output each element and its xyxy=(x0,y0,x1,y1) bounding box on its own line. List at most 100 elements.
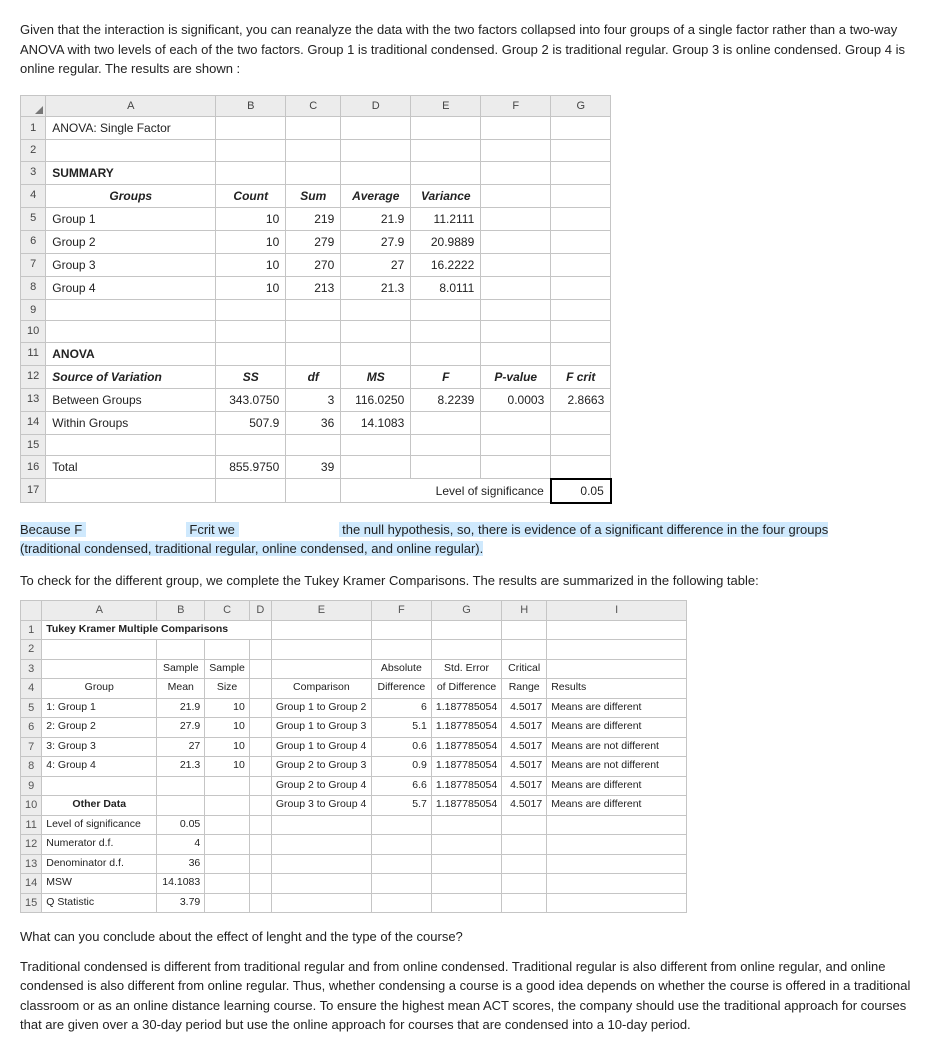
colhdr-d: D xyxy=(341,95,411,117)
cell: 4: Group 4 xyxy=(42,757,157,777)
intro: Given that the interaction is significan… xyxy=(20,20,912,79)
cell: Level of significance xyxy=(341,479,551,503)
tukey-intro: To check for the different group, we com… xyxy=(20,571,912,591)
cell: df xyxy=(286,365,341,388)
cell: Average xyxy=(341,184,411,207)
colhdr: I xyxy=(547,601,687,621)
colhdr-e: E xyxy=(411,95,481,117)
cell: 11.2111 xyxy=(411,207,481,230)
cell: 1.187785054 xyxy=(431,718,501,738)
colhdr: H xyxy=(502,601,547,621)
cell: 20.9889 xyxy=(411,230,481,253)
colhdr: D xyxy=(249,601,271,621)
cell: 10 xyxy=(216,230,286,253)
cell: 4.5017 xyxy=(502,718,547,738)
text: Because F xyxy=(20,522,86,537)
cell: Group 1 to Group 3 xyxy=(271,718,371,738)
cell: 4.5017 xyxy=(502,737,547,757)
cell: Tukey Kramer Multiple Comparisons xyxy=(42,620,272,640)
cell: 10 xyxy=(216,253,286,276)
cell: F crit xyxy=(551,365,611,388)
cell: 10 xyxy=(205,698,250,718)
cell: Means are not different xyxy=(547,757,687,777)
colhdr-f: F xyxy=(481,95,551,117)
cell: 1: Group 1 xyxy=(42,698,157,718)
text: (traditional condensed, traditional regu… xyxy=(20,541,483,556)
cell: 5.7 xyxy=(371,796,431,816)
colhdr: C xyxy=(205,601,250,621)
cell: P-value xyxy=(481,365,551,388)
colhdr: B xyxy=(157,601,205,621)
text: Fcrit we xyxy=(186,522,239,537)
cell: Means are different xyxy=(547,718,687,738)
cell: 0.05 xyxy=(157,815,205,835)
cell: ANOVA xyxy=(46,342,216,365)
cell: 21.9 xyxy=(157,698,205,718)
cell: 14.1083 xyxy=(157,874,205,894)
cell: 8.0111 xyxy=(411,276,481,299)
cell: 36 xyxy=(157,854,205,874)
cell: F xyxy=(411,365,481,388)
cell: 507.9 xyxy=(216,411,286,434)
cell: 10 xyxy=(216,276,286,299)
cell: Group 1 to Group 2 xyxy=(271,698,371,718)
cell: SS xyxy=(216,365,286,388)
colhdr-c: C xyxy=(286,95,341,117)
cell: 3 xyxy=(286,388,341,411)
cell: 21.3 xyxy=(157,757,205,777)
cell: 39 xyxy=(286,456,341,479)
cell: Absolute xyxy=(371,659,431,679)
cell: 10 xyxy=(205,737,250,757)
cell: 855.9750 xyxy=(216,456,286,479)
cell: 1.187785054 xyxy=(431,698,501,718)
cell: 1.187785054 xyxy=(431,776,501,796)
cell: 1.187785054 xyxy=(431,737,501,757)
cell: 213 xyxy=(286,276,341,299)
cell: 5.1 xyxy=(371,718,431,738)
cell: 2.8663 xyxy=(551,388,611,411)
cell: 10 xyxy=(205,718,250,738)
colhdr-b: B xyxy=(216,95,286,117)
colhdr: G xyxy=(431,601,501,621)
cell: 4.5017 xyxy=(502,757,547,777)
cell: Means are different xyxy=(547,698,687,718)
colhdr: E xyxy=(271,601,371,621)
cell: 6.6 xyxy=(371,776,431,796)
tukey-spreadsheet: A B C D E F G H I 1Tukey Kramer Multiple… xyxy=(20,600,687,913)
cell: 36 xyxy=(286,411,341,434)
cell: Mean xyxy=(157,679,205,699)
anova-spreadsheet: A B C D E F G 1ANOVA: Single Factor 2 3S… xyxy=(20,95,612,504)
cell: 3: Group 3 xyxy=(42,737,157,757)
cell: 1.187785054 xyxy=(431,757,501,777)
cell: Group 1 to Group 4 xyxy=(271,737,371,757)
cell: Group 2 to Group 3 xyxy=(271,757,371,777)
cell: 3.79 xyxy=(157,893,205,913)
cell: of Difference xyxy=(431,679,501,699)
cell: SUMMARY xyxy=(46,161,216,184)
cell: Group 3 to Group 4 xyxy=(271,796,371,816)
cell: Group 2 xyxy=(46,230,216,253)
cell: 4.5017 xyxy=(502,776,547,796)
blank-decision[interactable] xyxy=(239,523,339,537)
cell: 2: Group 2 xyxy=(42,718,157,738)
cell: Means are different xyxy=(547,776,687,796)
cell: 0.9 xyxy=(371,757,431,777)
cell: Comparison xyxy=(271,679,371,699)
blank-f[interactable] xyxy=(86,523,186,537)
cell: 27.9 xyxy=(341,230,411,253)
cell: Std. Error xyxy=(431,659,501,679)
cell: Size xyxy=(205,679,250,699)
text: the null hypothesis, so, there is eviden… xyxy=(339,522,829,537)
answer: Traditional condensed is different from … xyxy=(20,957,912,1035)
cell: Group 1 xyxy=(46,207,216,230)
cell: 21.9 xyxy=(341,207,411,230)
cell: 0.0003 xyxy=(481,388,551,411)
cell: Denominator d.f. xyxy=(42,854,157,874)
cell: Group 3 xyxy=(46,253,216,276)
cell: 4.5017 xyxy=(502,698,547,718)
cell: 0.6 xyxy=(371,737,431,757)
cell: 27 xyxy=(157,737,205,757)
cell: 27 xyxy=(341,253,411,276)
cell: 8.2239 xyxy=(411,388,481,411)
colhdr: A xyxy=(42,601,157,621)
